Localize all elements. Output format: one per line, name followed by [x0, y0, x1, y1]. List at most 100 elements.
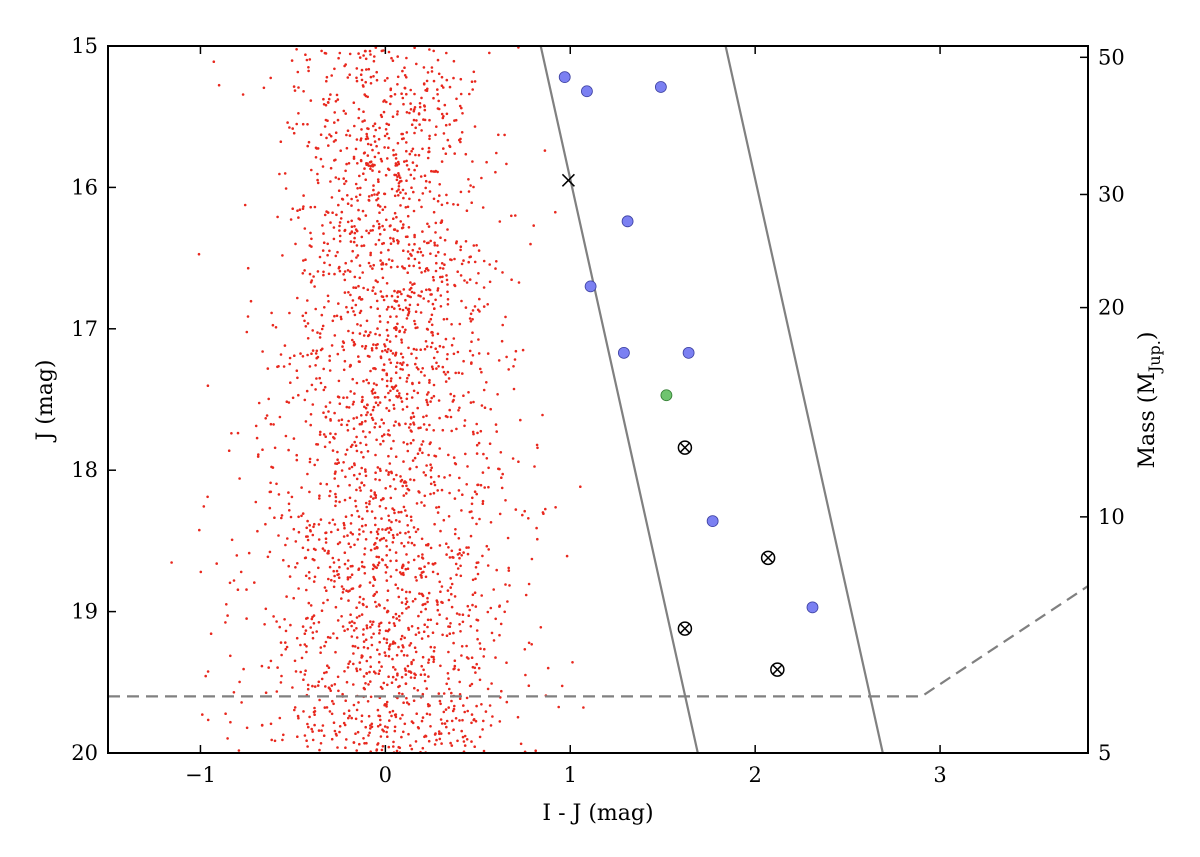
field-star-point: [419, 573, 423, 577]
field-star-point: [436, 572, 440, 576]
field-star-point: [434, 269, 438, 273]
field-star-point: [354, 147, 358, 151]
field-star-point: [329, 432, 332, 435]
field-star-point: [438, 344, 442, 348]
field-star-point: [405, 380, 409, 383]
field-star-point: [358, 595, 362, 599]
candidate-blue-point: [617, 346, 630, 359]
field-star-point: [435, 599, 439, 602]
field-star-point: [468, 317, 472, 320]
field-star-point: [389, 236, 392, 240]
field-star-point: [419, 610, 423, 614]
field-star-point: [429, 345, 433, 349]
field-star-point: [366, 154, 370, 157]
field-star-point: [438, 732, 441, 736]
field-star-point: [463, 419, 467, 422]
field-star-point: [317, 621, 321, 624]
field-star-point: [334, 650, 337, 654]
field-star-point: [329, 221, 332, 224]
field-star-point: [334, 504, 337, 508]
field-star-point: [456, 350, 460, 354]
field-star-point: [316, 458, 319, 462]
field-star-point: [395, 617, 399, 620]
field-star-point: [364, 137, 368, 141]
field-star-point: [337, 419, 341, 422]
field-star-point: [481, 502, 485, 506]
field-star-point: [305, 617, 308, 620]
field-star-point: [323, 261, 326, 265]
field-star-point: [477, 352, 481, 355]
field-star-point: [265, 414, 269, 417]
field-star-point: [422, 297, 426, 300]
field-star-point: [436, 511, 440, 514]
field-star-point: [428, 423, 431, 427]
field-star-point: [385, 263, 388, 266]
field-star-point: [403, 74, 407, 77]
field-star-point: [374, 422, 377, 425]
field-star-point: [401, 325, 405, 329]
field-star-point: [480, 703, 483, 706]
field-star-point: [416, 250, 420, 254]
field-star-point: [408, 644, 411, 647]
field-star-point: [353, 275, 357, 279]
field-star-point: [360, 68, 364, 72]
field-star-point: [303, 632, 307, 635]
field-star-point: [383, 146, 386, 149]
field-star-point: [445, 278, 449, 282]
field-star-point: [472, 70, 476, 74]
field-star-point: [397, 595, 401, 599]
field-star-point: [388, 340, 392, 343]
field-star-point: [355, 488, 358, 492]
field-star-point: [433, 307, 436, 310]
field-star-point: [437, 692, 441, 695]
field-star-point: [309, 413, 313, 416]
field-star-point: [381, 368, 385, 372]
field-star-point: [352, 427, 356, 431]
field-star-point: [445, 112, 449, 116]
field-star-point: [311, 533, 315, 537]
field-star-point: [338, 402, 342, 406]
field-star-point: [360, 451, 363, 454]
field-star-point: [427, 453, 430, 457]
field-star-point: [355, 606, 358, 609]
field-star-point: [344, 746, 347, 749]
field-star-point: [345, 680, 349, 684]
field-star-point: [360, 656, 363, 659]
field-star-point: [225, 603, 228, 606]
field-star-point: [475, 452, 479, 455]
field-star-point: [506, 600, 509, 603]
field-star-point: [381, 49, 385, 52]
field-star-point: [394, 612, 398, 616]
field-star-point: [399, 367, 402, 371]
field-star-point: [381, 558, 385, 562]
field-star-point: [421, 192, 425, 195]
field-star-point: [370, 643, 374, 647]
field-star-point: [437, 730, 441, 733]
field-star-point: [312, 580, 316, 583]
field-star-point: [351, 338, 354, 342]
field-star-point: [369, 665, 373, 668]
candidate-circle-cross-point: [677, 621, 693, 636]
field-star-point: [438, 447, 442, 450]
field-star-point: [352, 473, 356, 477]
field-star-point: [317, 680, 321, 684]
field-star-point: [408, 197, 411, 201]
field-star-point: [351, 532, 355, 536]
field-star-point: [429, 725, 432, 728]
field-star-point: [527, 684, 531, 687]
field-star-point: [489, 724, 493, 727]
field-star-point: [341, 625, 345, 628]
field-star-point: [408, 467, 412, 471]
field-star-point: [395, 473, 398, 477]
field-star-point: [404, 531, 407, 535]
field-star-point: [462, 740, 466, 743]
field-star-point: [362, 530, 365, 533]
field-star-point: [345, 405, 349, 409]
field-star-point: [409, 108, 413, 111]
field-star-point: [261, 350, 264, 353]
field-star-point: [224, 712, 227, 715]
field-star-point: [313, 723, 316, 727]
field-star-point: [333, 411, 336, 415]
field-star-point: [402, 441, 406, 444]
field-star-point: [375, 566, 379, 570]
